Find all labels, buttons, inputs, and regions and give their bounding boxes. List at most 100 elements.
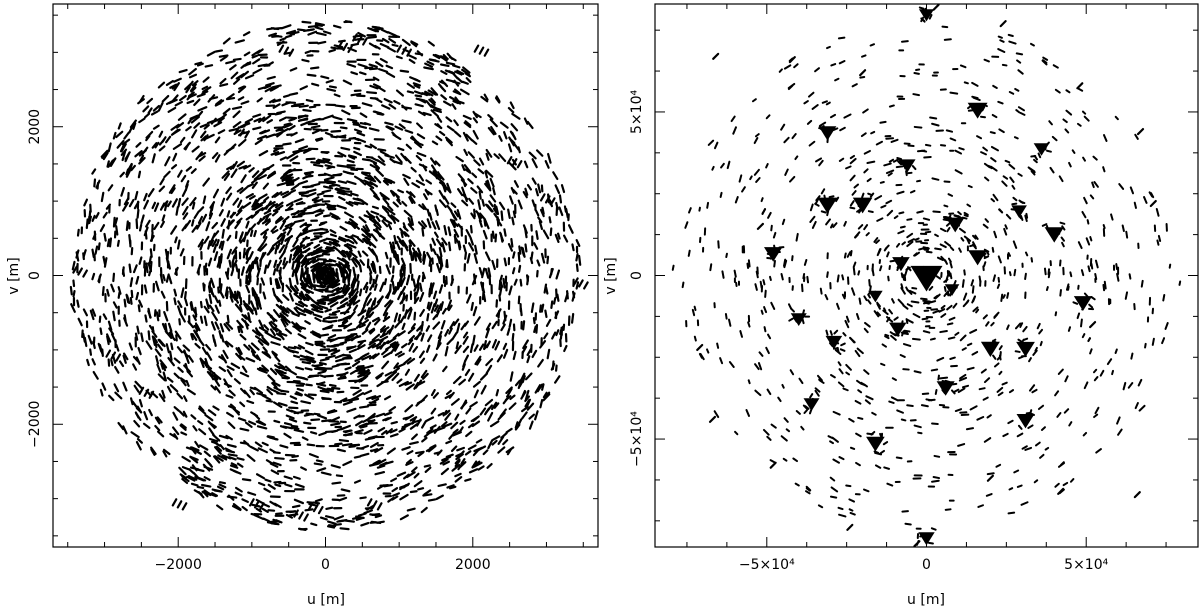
uv-track-mark (384, 416, 392, 422)
uv-track-mark (235, 347, 242, 356)
uv-track-mark (199, 315, 204, 324)
uv-track-mark (244, 118, 254, 124)
uv-track-mark (330, 295, 341, 300)
uv-track-mark (313, 462, 323, 466)
uv-track-mark (1058, 175, 1064, 183)
uv-track-mark (575, 281, 580, 290)
uv-track-mark (175, 268, 178, 276)
uv-track-mark (375, 168, 384, 177)
uv-track-mark (1089, 194, 1095, 200)
uv-track-mark (359, 424, 368, 429)
uv-track-mark (215, 445, 223, 452)
uv-cluster-mark (1073, 296, 1093, 311)
uv-track-mark (400, 257, 406, 267)
uv-track-mark (316, 254, 324, 258)
uv-track-mark (364, 181, 375, 190)
uv-track-mark (375, 339, 384, 348)
uv-track-mark (341, 316, 350, 324)
uv-track-mark (69, 285, 73, 296)
uv-track-mark (262, 114, 272, 123)
uv-track-mark (1008, 271, 1012, 277)
uv-track-mark (172, 143, 183, 150)
uv-track-mark (896, 409, 904, 414)
uv-track-mark (478, 343, 485, 351)
uv-track-mark (261, 364, 270, 372)
uv-track-mark (427, 334, 433, 343)
uv-track-mark (416, 122, 423, 130)
uv-track-mark (923, 275, 928, 282)
uv-track-mark (252, 68, 263, 75)
uv-track-mark (434, 160, 441, 167)
uv-track-mark (334, 442, 343, 446)
uv-track-mark (1150, 192, 1155, 199)
uv-track-mark (329, 301, 339, 308)
uv-track-mark (346, 166, 356, 170)
uv-track-mark (512, 142, 520, 151)
uv-track-mark (791, 133, 797, 140)
uv-track-mark (440, 421, 448, 428)
uv-track-mark (370, 263, 376, 273)
uv-track-mark (196, 221, 202, 230)
uv-track-mark (934, 389, 938, 395)
uv-track-mark (484, 407, 490, 416)
uv-track-mark (173, 288, 178, 297)
uv-track-mark (436, 176, 445, 184)
uv-track-mark (266, 163, 275, 170)
uv-track-mark (891, 298, 895, 304)
uv-track-mark (982, 223, 989, 229)
uv-track-mark (72, 279, 76, 288)
uv-track-mark (990, 198, 996, 203)
uv-track-mark (293, 102, 305, 107)
uv-track-mark (138, 223, 143, 232)
uv-track-mark (319, 268, 326, 277)
uv-track-mark (1093, 413, 1099, 419)
uv-track-mark (285, 201, 294, 207)
uv-track-mark (382, 218, 393, 225)
uv-track-mark (331, 386, 341, 390)
uv-track-mark (287, 203, 294, 211)
uv-track-mark (299, 354, 308, 359)
uv-track-mark (338, 134, 347, 138)
uv-track-mark (441, 242, 446, 253)
uv-track-mark (348, 395, 359, 402)
uv-track-mark (477, 199, 482, 211)
uv-track-mark (283, 176, 294, 181)
uv-track-mark (414, 103, 424, 108)
uv-track-mark (325, 506, 334, 511)
uv-track-mark (949, 356, 956, 360)
uv-track-mark (147, 330, 151, 341)
uv-track-mark (282, 193, 289, 199)
uv-track-mark (260, 277, 266, 286)
uv-track-mark (348, 299, 355, 308)
uv-track-mark (387, 496, 395, 503)
uv-track-mark (481, 198, 485, 207)
uv-track-mark (388, 103, 397, 110)
uv-track-mark (76, 228, 80, 237)
uv-track-mark (110, 333, 117, 343)
uv-track-mark (337, 237, 347, 243)
uv-track-mark (137, 98, 145, 105)
uv-track-mark (984, 218, 989, 223)
uv-track-mark (820, 188, 826, 195)
uv-track-mark (421, 227, 425, 237)
uv-track-mark (200, 483, 212, 488)
uv-track-mark (170, 187, 176, 195)
uv-track-mark (129, 277, 134, 288)
uv-track-mark (346, 180, 357, 186)
uv-track-mark (256, 48, 264, 54)
uv-track-mark (290, 400, 299, 405)
uv-track-mark (765, 163, 769, 169)
uv-track-mark (959, 334, 967, 342)
uv-track-mark (1089, 320, 1097, 329)
uv-track-mark (173, 357, 181, 364)
uv-track-mark (226, 411, 234, 418)
uv-track-mark (461, 199, 469, 207)
uv-track-mark (353, 150, 363, 157)
uv-track-mark (419, 291, 425, 302)
uv-track-mark (415, 450, 425, 455)
uv-track-mark (428, 301, 433, 311)
uv-track-mark (552, 297, 557, 305)
uv-track-mark (792, 457, 799, 463)
uv-track-mark (306, 359, 316, 364)
uv-track-mark (288, 221, 296, 230)
